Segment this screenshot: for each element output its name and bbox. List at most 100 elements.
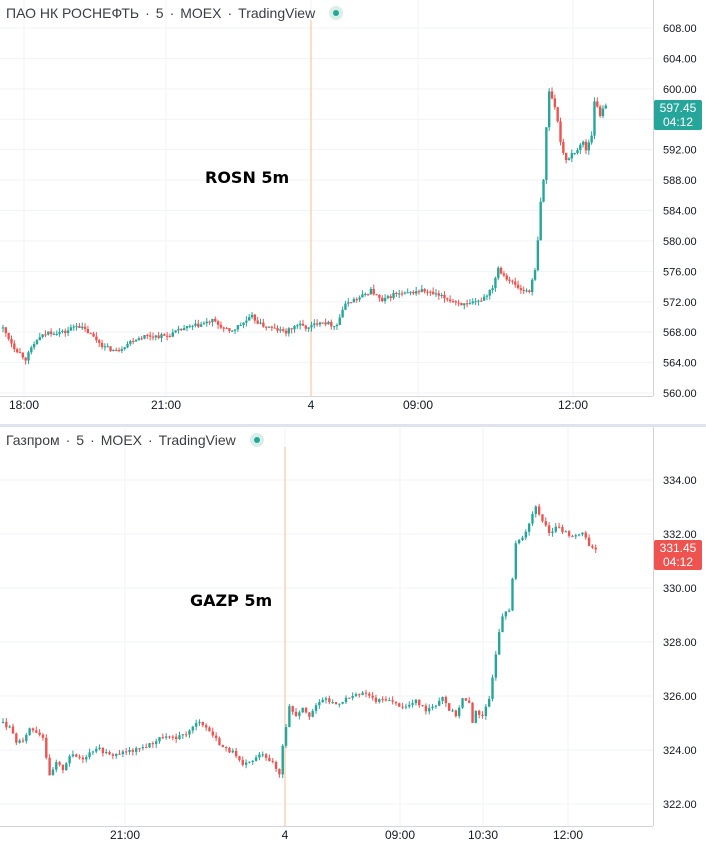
candle-body [428,708,431,712]
candle-body [95,336,98,341]
candle-body [465,303,469,305]
price-tick-label: 322.00 [663,799,697,811]
candle-body [250,314,254,318]
candle-body [291,706,294,712]
candle-body [332,326,336,328]
candle-body [264,754,268,758]
candle-body [474,710,478,723]
candle-body [1,327,5,329]
candle-body [351,695,354,698]
time-tick-label: 4 [282,828,289,842]
panel-divider[interactable] [0,424,706,427]
candle-body [494,654,498,678]
candle-body [517,539,521,544]
time-tick-label: 12:00 [553,828,583,842]
time-tick-label: 12:00 [558,398,588,412]
candle-body [324,322,327,325]
candle-body [140,338,143,340]
candle-body [551,531,554,534]
price-tick-label: 564.00 [663,358,697,370]
candle-body [181,734,185,736]
candle-body [35,340,39,345]
candle-body [424,705,428,712]
candle-body [420,289,424,292]
gazp-chart-panel[interactable]: 322.00 324.00 326.00 328.00 330.00 332.00 334.… [0,427,706,856]
candle-body [244,762,248,765]
candle-body [384,699,388,701]
price-tick-label: 592.00 [663,145,697,157]
candle-body [482,296,486,301]
candle-body [103,346,107,348]
candle-body [354,694,358,696]
rosn-chart-panel[interactable]: 560.00 564.00 568.00 572.00 576.00 580.00 584.… [0,0,706,424]
candle-body [281,745,284,775]
candle-body [262,322,265,327]
candle-body [468,700,471,703]
candle-body [182,328,186,331]
candle-body [38,732,41,735]
candle-body [11,726,15,734]
candle-body [284,727,288,746]
rosn-last-price-badge: 597.45 04:12 [654,100,702,130]
candle-body [216,321,220,325]
candle-body [596,101,599,107]
candle-body [591,545,594,548]
candle-body [296,325,299,327]
rosn-chart-label: ROSN 5m [205,168,290,187]
candle-body [135,748,138,752]
price-tick-label: 568.00 [663,327,697,339]
candle-body [497,632,501,655]
candle-body [281,329,285,331]
candle-body [191,726,195,731]
candle-body [294,711,298,716]
gazp-countdown: 04:12 [662,555,694,569]
gazp-chart-svg[interactable]: 322.00 324.00 326.00 328.00 330.00 332.00 334.… [0,427,706,856]
candle-body [584,532,587,538]
candle-body [468,303,472,305]
candle-body [400,293,404,295]
time-tick-label: 09:00 [403,398,433,412]
candle-body [593,101,596,136]
candle-body [358,694,361,696]
candle-body [95,748,98,752]
candle-body [491,677,494,699]
candle-body [118,753,121,755]
time-tick-label: 18:00 [9,398,39,412]
price-axis-bg [653,0,706,424]
gazp-chart-header: Газпром · 5 · MOEX · TradingView [6,432,264,448]
candle-body [328,698,331,703]
candle-body [52,333,56,335]
candle-body [604,105,607,109]
candle-body [225,327,228,329]
candle-body [287,328,291,334]
time-tick-label: 21:00 [151,398,181,412]
candle-body [242,322,245,325]
candle-body [488,290,491,296]
candle-body [537,506,541,515]
candle-body [171,332,174,337]
rosn-source: TradingView [238,5,316,21]
candle-body [1,721,5,723]
candle-body [194,323,197,326]
candle-body [443,294,446,299]
candle-body [198,722,201,724]
candle-body [381,699,384,701]
rosn-chart-svg[interactable]: 560.00 564.00 568.00 572.00 576.00 580.00 584.… [0,0,706,424]
candle-body [15,349,19,353]
candle-body [268,757,271,761]
candle-body [72,326,75,328]
price-tick-label: 604.00 [663,53,697,65]
candle-body [564,531,567,533]
rosn-last-price: 597.45 [659,101,697,115]
candle-body [554,526,557,532]
candle-body [178,735,181,740]
candle-body [89,333,92,335]
candle-body [137,338,141,341]
candle-body [421,705,424,707]
candle-body [484,706,488,716]
candle-body [109,346,112,352]
price-tick-label: 600.00 [663,84,697,96]
candle-body [151,743,155,745]
candle-body [276,328,279,331]
rosn-chart-header: ПАО НК РОСНЕФТЬ · 5 · MOEX · TradingView [6,5,344,21]
